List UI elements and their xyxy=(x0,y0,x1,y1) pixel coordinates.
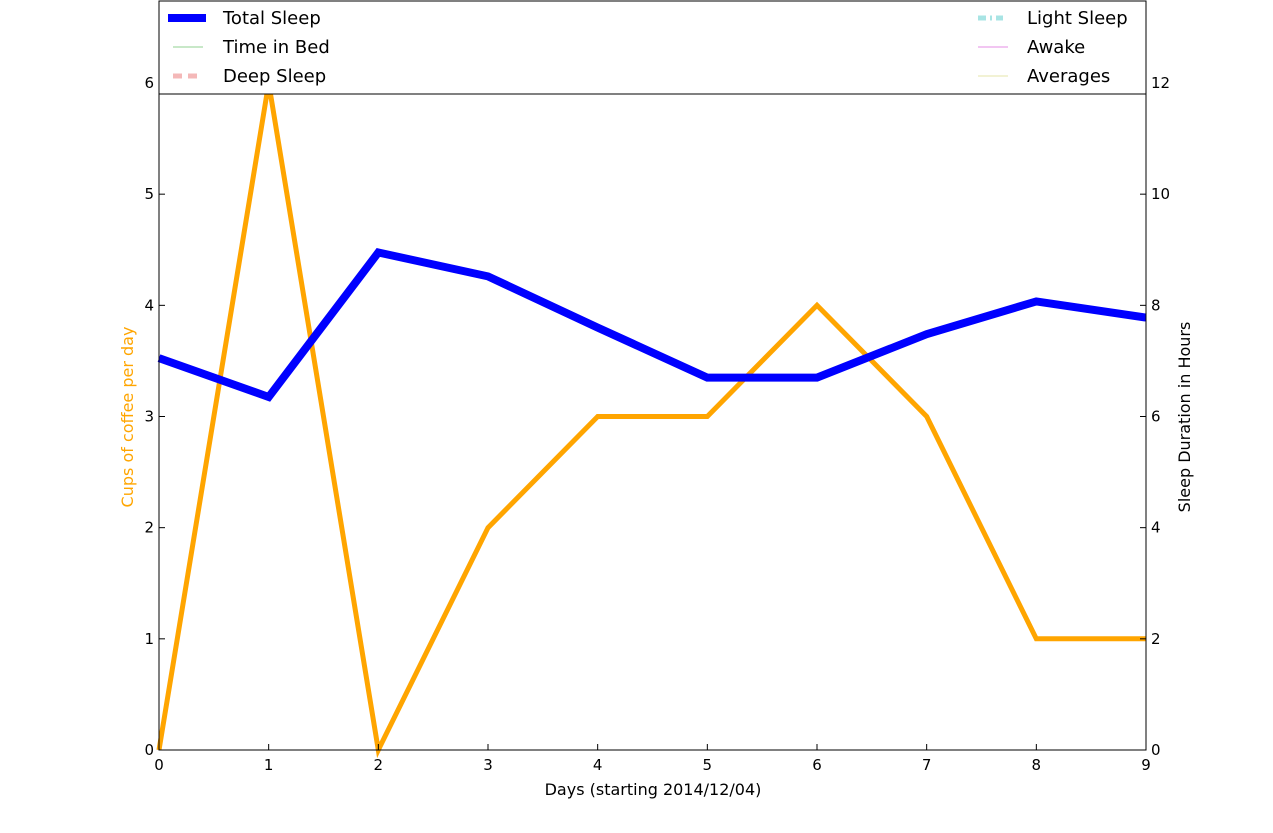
legend-label-deep-sleep: Deep Sleep xyxy=(223,66,326,87)
x-axis-label: Days (starting 2014/12/04) xyxy=(545,780,762,799)
y-right-axis-label: Sleep Duration in Hours xyxy=(1175,322,1194,513)
legend-label-light-sleep: Light Sleep xyxy=(1027,8,1128,29)
y-right-tick-label: 10 xyxy=(1151,185,1170,203)
x-tick-label: 3 xyxy=(483,756,493,774)
y-left-tick-label: 4 xyxy=(144,296,154,314)
y-right-tick-label: 0 xyxy=(1151,741,1161,759)
y-left-tick-label: 2 xyxy=(144,519,154,537)
x-tick-label: 0 xyxy=(154,756,164,774)
y-left-tick-label: 6 xyxy=(144,74,154,92)
x-tick-label: 5 xyxy=(703,756,713,774)
y-right-tick-label: 8 xyxy=(1151,296,1161,314)
x-tick-label: 9 xyxy=(1141,756,1151,774)
y-right-tick-label: 4 xyxy=(1151,519,1161,537)
y-right-tick-label: 2 xyxy=(1151,630,1161,648)
legend-label-total-sleep: Total Sleep xyxy=(222,8,321,29)
x-tick-label: 2 xyxy=(374,756,384,774)
legend-label-awake: Awake xyxy=(1027,37,1085,58)
series-line-total-sleep xyxy=(157,248,1147,402)
legend-label-time-in-bed: Time in Bed xyxy=(222,37,330,58)
legend-label-averages: Averages xyxy=(1027,66,1110,87)
y-right-tick-label: 6 xyxy=(1151,408,1161,426)
x-tick-label: 1 xyxy=(264,756,274,774)
x-tick-label: 6 xyxy=(812,756,822,774)
x-tick-label: 4 xyxy=(593,756,603,774)
series-line-coffee xyxy=(156,82,1146,759)
legend-entries: Total Sleep Time in Bed Deep Sleep Light Sl… xyxy=(168,8,1128,87)
x-tick-label: 7 xyxy=(922,756,932,774)
legend: Total Sleep Time in Bed Deep Sleep Light Sl… xyxy=(158,0,1147,95)
y-left-tick-label: 3 xyxy=(144,408,154,426)
y-left-tick-label: 0 xyxy=(144,741,154,759)
y-left-axis-label: Cups of coffee per day xyxy=(118,327,137,508)
x-tick-label: 8 xyxy=(1032,756,1042,774)
y-right-tick-label: 12 xyxy=(1151,74,1170,92)
y-left-tick-label: 5 xyxy=(144,185,154,203)
y-left-tick-label: 1 xyxy=(144,630,154,648)
